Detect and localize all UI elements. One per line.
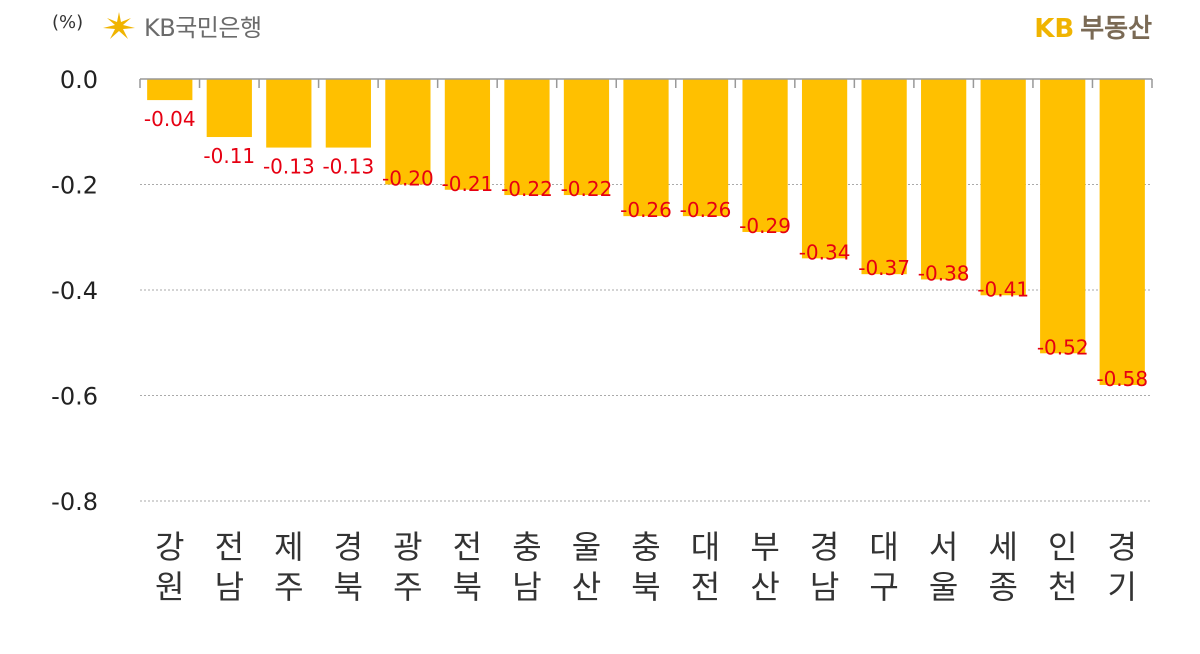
category-label: 인 (1048, 528, 1077, 566)
bar (623, 79, 669, 217)
data-label: -0.38 (918, 261, 970, 285)
category-label: 남 (810, 568, 839, 606)
category-label: 종 (988, 568, 1017, 606)
unit-label: (%) (52, 12, 84, 33)
category-label: 주 (393, 568, 422, 606)
bar (682, 79, 729, 217)
category-label: 산 (750, 568, 779, 606)
category-label: 대 (869, 528, 898, 566)
bar (325, 79, 371, 148)
data-label: -0.20 (382, 167, 434, 191)
data-label: -0.13 (263, 155, 315, 179)
y-tick-label: -0.4 (51, 277, 98, 305)
bar (147, 79, 193, 101)
data-label: -0.21 (442, 172, 494, 196)
bar (1099, 79, 1145, 385)
category-label: 서 (929, 528, 958, 566)
data-label: -0.04 (144, 107, 196, 131)
category-label: 울 (572, 528, 601, 566)
category-label: 원 (155, 568, 184, 606)
category-label: 세 (988, 528, 1017, 566)
category-label: 경 (1108, 528, 1137, 566)
bar (921, 79, 967, 280)
product-name: 부동산 (1080, 14, 1152, 44)
category-label: 남 (215, 568, 244, 606)
category-label: 전 (453, 528, 482, 566)
bar (742, 79, 788, 232)
category-label: 북 (631, 568, 660, 606)
kb-realestate-logo: KB 부동산 (1034, 8, 1152, 45)
bar (980, 79, 1026, 296)
category-label: 전 (215, 528, 244, 566)
data-label: -0.26 (680, 198, 732, 222)
bar (861, 79, 907, 275)
data-label: -0.34 (799, 240, 851, 264)
category-label: 경 (334, 528, 363, 566)
data-label: -0.26 (620, 198, 672, 222)
category-label: 경 (810, 528, 839, 566)
data-label: -0.22 (501, 177, 553, 201)
bar (266, 79, 312, 148)
brand-name: KB국민은행 (144, 14, 262, 42)
bar (385, 79, 431, 185)
y-tick-label: -0.2 (51, 172, 98, 200)
data-label: -0.13 (322, 155, 374, 179)
category-label: 전 (691, 568, 720, 606)
bar (206, 79, 252, 138)
category-label: 주 (274, 568, 303, 606)
data-label: -0.52 (1037, 335, 1089, 359)
bar (1040, 79, 1086, 354)
data-label: -0.29 (739, 214, 791, 238)
bar (504, 79, 550, 196)
category-label: 강 (155, 528, 184, 566)
bar (801, 79, 848, 259)
category-label: 제 (274, 528, 303, 566)
bar (563, 79, 610, 196)
kb-star-icon (103, 11, 135, 39)
category-label: 충 (631, 528, 660, 566)
y-tick-label: -0.8 (51, 488, 98, 516)
category-label: 천 (1048, 568, 1077, 606)
product-kb: KB (1034, 14, 1075, 44)
data-label: -0.11 (203, 144, 255, 168)
bar (444, 79, 491, 190)
category-label: 구 (869, 568, 898, 606)
y-tick-label: -0.6 (51, 383, 98, 411)
category-label: 북 (334, 568, 363, 606)
category-label: 부 (750, 528, 779, 566)
category-label: 울 (929, 568, 958, 606)
category-label: 산 (572, 568, 601, 606)
data-label: -0.41 (977, 277, 1029, 301)
category-label: 대 (691, 528, 720, 566)
category-label: 충 (512, 528, 541, 566)
data-label: -0.37 (858, 256, 910, 280)
category-label: 광 (393, 528, 422, 566)
kb-bank-logo: KB국민은행 (100, 8, 262, 43)
category-label: 북 (453, 568, 482, 606)
data-label: -0.22 (561, 177, 613, 201)
y-tick-label: 0.0 (60, 66, 98, 94)
category-label: 기 (1108, 568, 1137, 606)
data-label: -0.58 (1096, 367, 1148, 391)
category-label: 남 (512, 568, 541, 606)
